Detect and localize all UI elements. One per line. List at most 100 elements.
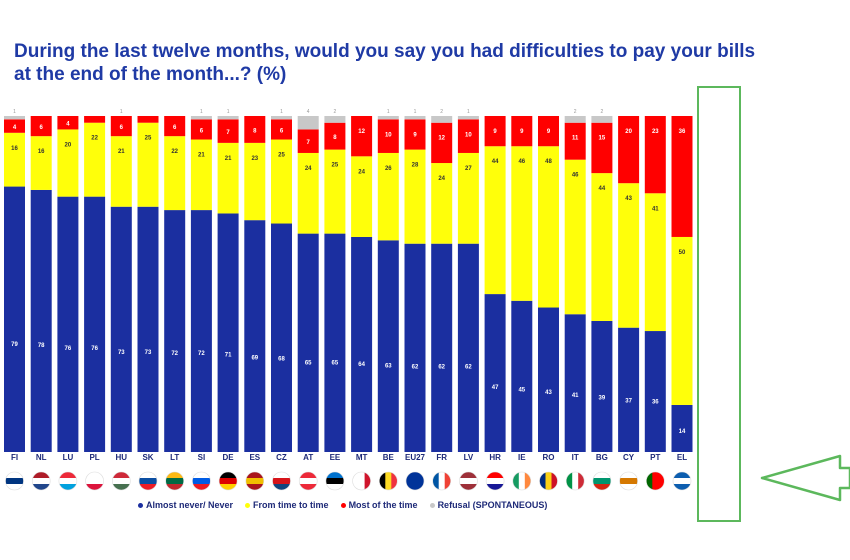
data-label-DE-2: 7 <box>226 130 230 136</box>
category-label-IE: IE <box>518 453 526 462</box>
data-label-LU-0: 76 <box>65 346 72 352</box>
flag-icon-NL <box>32 472 51 490</box>
flag-icon-FI <box>5 472 24 490</box>
flag-icon-MT <box>352 472 371 490</box>
bar-segment-AT-2 <box>297 129 319 153</box>
data-label-FR-2: 12 <box>438 136 445 142</box>
data-label-CY-0: 37 <box>625 398 632 404</box>
flag-border-EL <box>672 471 692 491</box>
bar-segment-EE-1 <box>324 149 346 234</box>
data-label-LT-0: 72 <box>171 351 178 357</box>
data-label-MT-1: 24 <box>358 169 365 175</box>
bar-segment-BG-0 <box>591 320 613 452</box>
data-label-LT-2: 6 <box>173 125 177 131</box>
category-label-AT: AT <box>303 453 313 462</box>
data-label-EE-2: 8 <box>333 135 337 141</box>
bar-segment-DE-1 <box>217 142 239 214</box>
flag-border-ES <box>245 471 265 491</box>
flag-icon-DE <box>219 472 238 490</box>
data-label-AT-0: 65 <box>305 361 312 367</box>
flag-icon-LU <box>58 472 77 490</box>
bar-segment-BE-0 <box>377 240 399 452</box>
data-label-CZ-1: 25 <box>278 153 285 159</box>
top-label-SI: 1 <box>200 109 203 115</box>
bar-segment-HU-0 <box>110 206 132 452</box>
flag-icon-IT <box>566 472 585 490</box>
flag-icon-BG <box>592 472 611 490</box>
bar-segment-IT-0 <box>564 314 586 452</box>
category-label-LU: LU <box>63 453 74 462</box>
bar-segment-CZ-2 <box>271 119 292 140</box>
bar-segment-LV-2 <box>457 119 479 153</box>
top-label-BG: 2 <box>601 109 604 115</box>
bar-segment-EL-2 <box>671 116 693 237</box>
bar-segment-EL-1 <box>671 236 693 405</box>
data-label-DE-1: 21 <box>225 156 232 162</box>
bar-segment-LU-0 <box>57 196 79 452</box>
data-label-FI-2: 4 <box>13 125 17 131</box>
legend-label-1: From time to time <box>253 500 329 510</box>
top-label-EU27: 1 <box>414 109 417 115</box>
data-label-IT-2: 11 <box>572 136 579 142</box>
data-label-LV-0: 62 <box>465 365 472 371</box>
category-label-RO: RO <box>543 453 555 462</box>
bar-segment-BG-3 <box>591 116 613 123</box>
bar-segment-MT-0 <box>351 236 373 452</box>
flag-border-AT <box>298 471 318 491</box>
data-label-LU-2: 4 <box>66 122 70 128</box>
bar-segment-AT-0 <box>297 233 319 452</box>
flag-icon-LV <box>459 472 478 490</box>
data-label-RO-2: 9 <box>547 129 551 135</box>
bar-segment-RO-0 <box>538 307 559 452</box>
bar-segment-EE-0 <box>324 233 346 452</box>
bar-segment-RO-2 <box>538 116 559 147</box>
legend-swatch-0 <box>138 502 143 508</box>
bar-segment-HU-1 <box>110 136 132 207</box>
data-label-CZ-2: 6 <box>280 128 284 134</box>
bar-segment-EU27-0 <box>404 243 426 452</box>
data-label-ES-1: 23 <box>251 156 258 162</box>
data-label-LV-1: 27 <box>465 166 472 172</box>
chart-title: During the last twelve months, would you… <box>14 41 756 85</box>
data-label-PL-0: 76 <box>91 346 98 352</box>
data-label-HR-1: 44 <box>492 159 499 165</box>
flag-border-PT <box>645 471 665 491</box>
bar-segment-IT-1 <box>564 159 586 315</box>
flag-icon-LT <box>165 472 184 490</box>
data-label-SI-2: 6 <box>200 128 204 134</box>
bar-segment-PL-2 <box>84 116 106 123</box>
bar-segment-FR-3 <box>431 116 453 123</box>
category-label-FR: FR <box>436 453 447 462</box>
bar-segment-FI-1 <box>4 132 25 187</box>
data-label-ES-2: 8 <box>253 128 257 134</box>
data-label-EU27-2: 9 <box>413 132 417 138</box>
bar-segment-AT-3 <box>297 116 319 130</box>
bar-segment-FR-2 <box>431 122 453 164</box>
bar-segment-IT-3 <box>564 116 586 123</box>
bar-segment-AT-1 <box>297 152 319 234</box>
category-label-HR: HR <box>489 453 501 462</box>
bar-segment-BE-1 <box>377 152 399 241</box>
flag-border-RO <box>539 471 558 491</box>
data-label-FR-1: 24 <box>438 176 445 182</box>
bar-segment-CZ-3 <box>271 116 292 120</box>
bar-segment-CZ-1 <box>271 139 292 224</box>
data-label-PT-1: 41 <box>652 206 659 212</box>
bar-segment-EE-3 <box>324 116 346 123</box>
category-label-PL: PL <box>89 453 99 462</box>
bar-segment-FI-0 <box>4 186 25 452</box>
data-label-BG-2: 15 <box>599 136 606 142</box>
bar-segment-LT-0 <box>164 210 186 452</box>
data-label-DE-0: 71 <box>225 353 232 359</box>
category-label-SK: SK <box>142 453 153 462</box>
category-label-EL: EL <box>677 453 687 462</box>
bar-segment-MT-1 <box>351 156 373 237</box>
bar-segment-CY-0 <box>618 327 640 452</box>
data-label-PT-0: 36 <box>652 400 659 406</box>
flag-border-FR <box>432 471 452 491</box>
top-label-CZ: 1 <box>280 109 283 115</box>
bar-segment-IE-0 <box>511 300 533 452</box>
category-label-ES: ES <box>249 453 260 462</box>
flag-border-EU27 <box>405 471 425 491</box>
